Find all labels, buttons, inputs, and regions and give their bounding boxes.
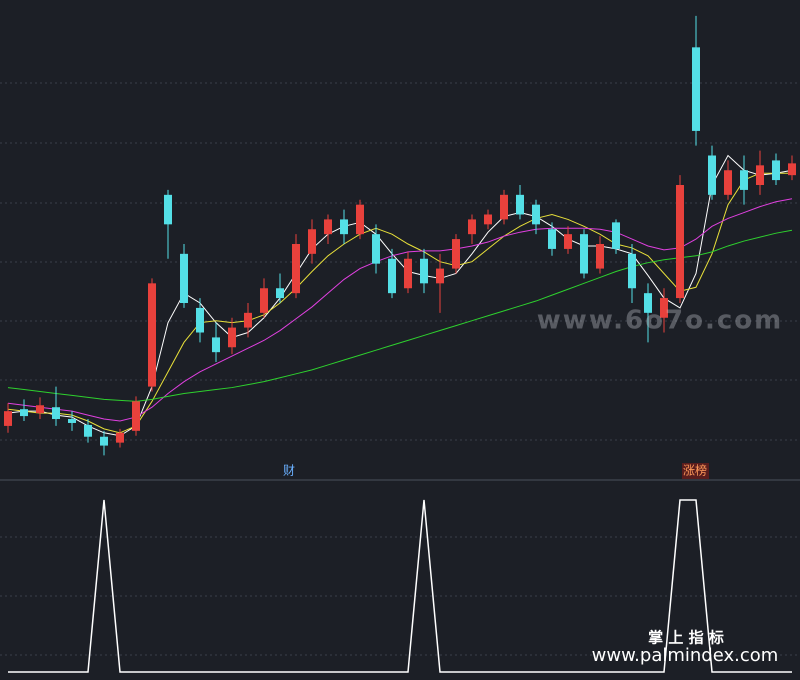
candle-body: [612, 222, 620, 249]
candle-body: [388, 258, 396, 294]
grid: [0, 82, 800, 656]
candle-body: [596, 244, 604, 269]
moving-average: [7, 172, 792, 434]
candle-body: [708, 155, 716, 195]
candle-body: [212, 337, 220, 353]
candle-body: [740, 170, 748, 190]
signal-line: [8, 499, 792, 673]
candle-body: [292, 244, 300, 294]
candle-body: [468, 219, 476, 235]
candle-body: [20, 409, 28, 417]
moving-average: [7, 154, 793, 437]
candle-body: [340, 219, 348, 235]
candle-body: [500, 194, 508, 220]
candle-body: [724, 170, 732, 195]
candle-body: [244, 312, 252, 328]
moving-average: [7, 229, 793, 402]
candle-body: [420, 258, 428, 284]
candle-body: [436, 268, 444, 284]
candle-body: [692, 47, 700, 131]
candle-body: [516, 194, 524, 215]
footer-title: 掌 上 指 标: [648, 629, 724, 647]
footer-url: www.palmindex.com: [592, 645, 779, 666]
candle-body: [788, 163, 796, 176]
candle-body: [372, 234, 380, 264]
candle-body: [36, 405, 44, 414]
candle-body: [148, 283, 156, 387]
candle-body: [404, 258, 412, 289]
candle-body: [276, 288, 284, 299]
candle-body: [228, 327, 236, 348]
candle-body: [628, 253, 636, 289]
candle-body: [676, 185, 684, 299]
candle-body: [4, 411, 12, 426]
candle-body: [548, 229, 556, 249]
candle-body: [532, 204, 540, 225]
candle-body: [132, 401, 140, 431]
candle-body: [756, 165, 764, 185]
candle-body: [772, 160, 780, 181]
candle-body: [196, 307, 204, 333]
candle-body: [100, 436, 108, 446]
candle-body: [356, 204, 364, 235]
plot: [4, 15, 796, 673]
candle-body: [452, 239, 460, 269]
candle-body: [660, 298, 668, 318]
marker-label: 财: [283, 464, 295, 478]
candle-body: [308, 229, 316, 254]
candle-body: [484, 214, 492, 225]
candle-body: [564, 234, 572, 249]
candle-body: [68, 419, 76, 423]
candle-body: [260, 288, 268, 313]
candle-body: [580, 234, 588, 274]
candle-body: [644, 293, 652, 313]
watermark: www.6o7o.com: [537, 306, 783, 336]
candle-body: [164, 194, 172, 225]
marker-bg: [682, 463, 709, 479]
candle-body: [84, 424, 92, 437]
candle-body: [180, 253, 188, 303]
candle-body: [324, 219, 332, 235]
candle-body: [116, 432, 124, 443]
marker-label: 涨榜: [683, 463, 707, 478]
candle-body: [52, 407, 60, 420]
